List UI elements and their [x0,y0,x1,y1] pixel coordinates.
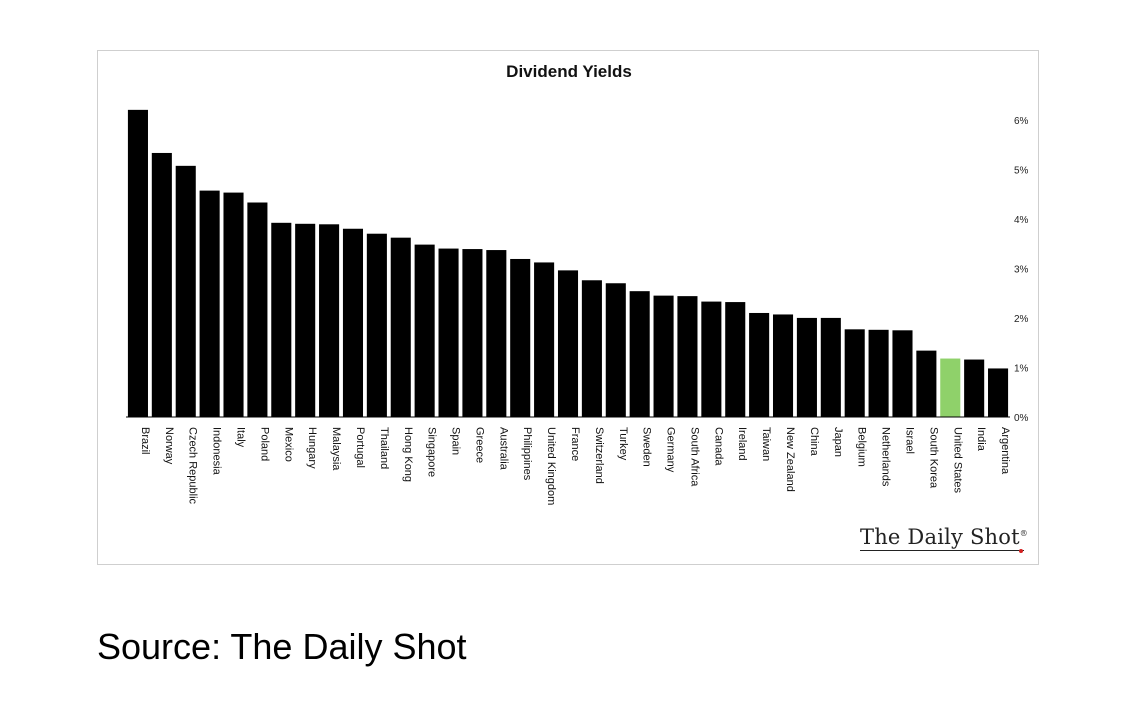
source-caption: Source: The Daily Shot [97,626,467,667]
bar-hong-kong [390,237,411,417]
brand-logo: The Daily Shot® [860,525,1028,549]
bar-italy [223,192,244,417]
x-tick-label: United States [951,427,963,494]
bar-portugal [342,228,364,417]
x-tick-label: Japan [832,427,844,457]
x-tick-label: India [975,427,987,452]
brand-registered-mark: ® [1019,529,1028,538]
x-tick-label: Taiwan [760,427,772,461]
bar-philippines [510,258,531,417]
x-tick-label: Sweden [641,427,653,467]
bar-turkey [605,283,626,417]
bar-united-kingdom [534,262,555,417]
bar-south-korea [916,350,937,417]
x-tick-label: Turkey [617,427,629,461]
bar-singapore [414,244,435,417]
bar-norway [151,152,172,417]
x-tick-label: France [569,427,581,461]
brand-dot [1019,549,1023,553]
x-tick-label: Netherlands [880,427,892,487]
x-tick-label: Singapore [426,427,438,477]
bar-switzerland [581,280,602,417]
bar-brazil [127,109,148,418]
chart-frame: Dividend Yields Brazil Norway Czech Republ… [97,50,1039,565]
bar-south-africa [677,296,698,417]
x-tick-label: South Africa [688,427,700,487]
x-tick-label: Brazil [139,427,151,455]
bar-mexico [271,222,292,417]
bar-germany [653,295,674,417]
y-tick-label: 4% [1014,215,1029,226]
bar-belgium [844,329,865,417]
y-tick-label: 1% [1014,363,1029,374]
x-tick-label: Hong Kong [402,427,414,482]
x-tick-label: Spain [450,427,462,455]
x-tick-label: Australia [497,427,509,471]
x-tick-label: Ireland [736,427,748,461]
x-tick-label: Argentina [999,427,1011,475]
x-tick-label: Belgium [856,427,868,467]
x-tick-label: Norway [163,427,175,465]
bar-netherlands [868,329,889,417]
x-tick-label: South Korea [927,427,939,489]
bar-argentina [988,368,1009,417]
y-tick-label: 3% [1014,264,1029,275]
bar-france [557,270,579,417]
x-tick-label: Hungary [306,427,318,469]
chart-title: Dividend Yields [506,62,632,81]
bar-taiwan [749,312,770,417]
bar-australia [486,250,507,417]
bar-canada [701,301,722,417]
bar-spain [438,248,459,417]
bar-poland [247,202,268,417]
y-tick-label: 2% [1014,314,1029,325]
bar-chart: Dividend Yields Brazil Norway Czech Republ… [126,62,1029,505]
bar-czech-republic [175,165,196,417]
x-tick-label: Israel [903,427,915,454]
bar-greece [462,249,483,417]
x-tick-label: Thailand [378,427,390,469]
x-tick-label: Poland [258,427,270,461]
x-tick-label: China [808,427,820,457]
y-tick-label: 6% [1014,116,1029,127]
bar-ireland [725,302,746,417]
x-tick-label: Malaysia [330,427,342,471]
bar-japan [820,317,841,417]
x-tick-label: Germany [665,427,677,473]
x-tick-label: United Kingdom [545,427,557,505]
bar-new-zealand [772,314,794,417]
y-tick-label: 0% [1014,413,1029,424]
x-tick-label: Canada [712,427,724,466]
x-tick-label: Czech Republic [187,427,199,505]
brand-underline [860,550,1024,551]
bar-sweden [629,291,650,417]
x-tick-label: New Zealand [784,427,796,492]
bar-indonesia [199,190,220,417]
bar-thailand [366,233,387,417]
x-tick-label: Indonesia [211,427,223,476]
x-tick-label: Philippines [521,427,533,481]
x-tick-label: Italy [235,427,247,448]
x-tick-label: Mexico [282,427,294,462]
bar-malaysia [319,224,340,417]
bar-india [964,359,985,417]
bar-china [796,317,817,417]
bar-hungary [295,223,316,417]
brand-name: The Daily Shot [860,525,1020,549]
x-tick-label: Switzerland [593,427,605,484]
bar-united-states [940,358,961,417]
x-tick-label: Portugal [354,427,366,468]
x-tick-label: Greece [473,427,485,463]
bar-israel [892,330,913,417]
y-tick-label: 5% [1014,165,1029,176]
